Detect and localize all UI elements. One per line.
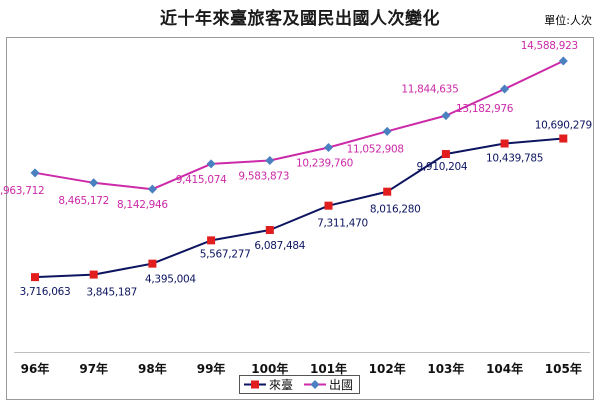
data-point-outbound-3 — [206, 159, 216, 169]
x-tick-label-9: 105年 — [545, 361, 582, 376]
data-point-outbound-2 — [147, 184, 157, 194]
data-label-outbound-0: 8,963,712 — [0, 185, 44, 197]
series-line-outbound — [34, 60, 564, 191]
chart-title: 近十年來臺旅客及國民出國人次變化 — [160, 9, 440, 29]
legend-marker-outbound — [310, 380, 320, 389]
data-label-outbound-4: 9,583,873 — [238, 171, 289, 183]
data-label-outbound-3: 9,415,074 — [176, 174, 227, 186]
legend-marker-arrivals — [251, 380, 259, 389]
data-label-arrivals-0: 3,716,063 — [20, 286, 71, 298]
data-label-outbound-6: 11,052,908 — [347, 143, 404, 155]
data-point-outbound-6 — [382, 126, 392, 136]
legend-box — [239, 375, 360, 394]
x-tick-label-0: 96年 — [21, 361, 50, 376]
data-point-outbound-0 — [30, 168, 40, 178]
series-line-arrivals — [34, 137, 564, 279]
data-label-outbound-7: 11,844,635 — [401, 84, 458, 96]
data-point-arrivals-1 — [89, 270, 98, 279]
legend-label-outbound: 出國 — [329, 378, 353, 392]
data-point-arrivals-9 — [559, 134, 568, 143]
x-tick-label-3: 99年 — [197, 361, 226, 376]
data-label-arrivals-6: 8,016,280 — [370, 204, 421, 216]
data-label-arrivals-2: 4,395,004 — [145, 274, 196, 286]
data-point-outbound-4 — [265, 156, 275, 166]
data-label-arrivals-3: 5,567,277 — [200, 248, 251, 260]
data-label-outbound-2: 8,142,946 — [117, 199, 168, 211]
data-point-outbound-5 — [324, 142, 333, 152]
marker-layer — [30, 56, 568, 282]
data-label-layer: 3,716,063 3,845,187 4,395,004 5,567,2776,08… — [0, 40, 592, 299]
data-label-arrivals-7: 9,910,204 — [417, 161, 468, 173]
data-point-outbound-9 — [558, 56, 568, 66]
data-label-arrivals-1: 3,845,187 — [86, 287, 137, 299]
legend-label-arrivals: 來臺 — [269, 377, 293, 392]
data-point-arrivals-6 — [383, 187, 392, 196]
plot-area-border — [6, 37, 594, 400]
data-label-outbound-5: 10,239,760 — [296, 157, 353, 169]
x-tick-layer: 96年 97年 98年 99年 100年 101年 102年 103年 104年 105年 — [21, 361, 582, 376]
data-point-arrivals-4 — [265, 226, 274, 235]
data-point-arrivals-0 — [31, 273, 39, 282]
x-tick-label-4: 100年 — [251, 361, 288, 376]
data-label-outbound-1: 8,465,172 — [58, 195, 109, 207]
x-tick-label-2: 98年 — [138, 361, 167, 376]
series-layer — [34, 60, 564, 279]
data-label-outbound-9: 14,588,923 — [521, 40, 578, 52]
unit-label: 單位:人次 — [544, 14, 592, 27]
legend: 來臺 出國 — [239, 375, 360, 394]
data-point-outbound-8 — [500, 84, 510, 94]
data-point-arrivals-5 — [324, 201, 333, 210]
x-tick-label-8: 104年 — [486, 361, 523, 376]
data-label-arrivals-5: 7,311,470 — [317, 218, 368, 230]
data-point-outbound-7 — [441, 111, 451, 121]
data-label-arrivals-9: 10,690,279 — [535, 120, 592, 132]
data-point-arrivals-2 — [148, 259, 157, 268]
data-label-arrivals-4: 6,087,484 — [254, 240, 305, 252]
x-tick-label-1: 97年 — [79, 361, 108, 376]
x-tick-label-6: 102年 — [369, 361, 406, 376]
data-point-outbound-1 — [89, 178, 99, 188]
data-label-arrivals-8: 10,439,785 — [486, 153, 543, 165]
x-tick-label-7: 103年 — [427, 361, 464, 376]
x-tick-label-5: 101年 — [310, 361, 347, 376]
data-point-arrivals-7 — [441, 150, 450, 159]
data-point-arrivals-3 — [207, 236, 216, 245]
data-point-arrivals-8 — [500, 139, 509, 148]
data-label-outbound-8: 13,182,976 — [456, 103, 514, 115]
